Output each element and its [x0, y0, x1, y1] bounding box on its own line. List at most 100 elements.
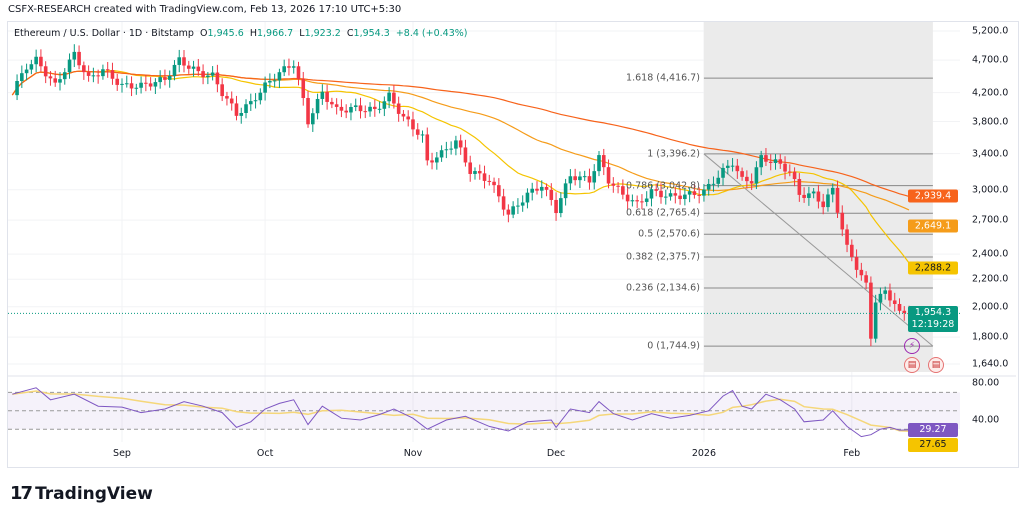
price-axis-label: 2,400.0 — [972, 248, 1009, 260]
price-axis-label: 3,000.0 — [972, 184, 1009, 196]
candle-body — [435, 157, 439, 163]
candle-body — [373, 106, 377, 109]
moving-average-line — [11, 69, 910, 264]
candle-body — [606, 167, 611, 184]
candle-body — [439, 150, 444, 158]
fib-level-label: 0.786 (3,042.8) — [626, 180, 700, 192]
candle-body — [229, 98, 234, 104]
time-axis-label: Sep — [113, 448, 131, 459]
fib-level-label: 1.618 (4,416.7) — [626, 72, 700, 84]
time-axis-label: Nov — [403, 448, 423, 459]
price-axis-label: 3,800.0 — [972, 116, 1009, 127]
price-axis-label: 1,640.0 — [972, 358, 1009, 370]
candle-body — [244, 104, 248, 113]
price-axis-label: 2,700.0 — [972, 214, 1009, 226]
candle-body — [630, 200, 635, 202]
fib-level-label: 0.236 (2,134.6) — [626, 282, 700, 294]
time-axis-label: Feb — [843, 448, 861, 459]
rsi-ma-value-badge: 27.65 — [908, 437, 958, 452]
candle-body — [225, 96, 229, 99]
candle-body — [539, 186, 544, 191]
candle-body — [463, 147, 468, 163]
candle-body — [287, 66, 291, 68]
candle-body — [554, 199, 558, 214]
candle-body — [20, 73, 24, 82]
tradingview-logo[interactable]: 17 TradingView — [10, 483, 153, 504]
low-label: L — [299, 28, 305, 39]
candle-body — [420, 134, 425, 136]
time-axis-label: Dec — [546, 448, 566, 459]
candle-body — [406, 116, 410, 120]
candle-body — [182, 57, 186, 66]
candle-body — [482, 173, 487, 181]
candle-body — [248, 101, 253, 105]
candle-body — [573, 176, 577, 181]
candle-body — [48, 76, 53, 79]
candle-body — [649, 189, 654, 199]
open-label: O — [200, 28, 208, 39]
candle-body — [516, 205, 520, 207]
candle-body — [282, 66, 286, 73]
candle-body — [167, 75, 172, 80]
candle-body — [411, 119, 415, 130]
candle-body — [29, 64, 34, 70]
candle-body — [277, 72, 282, 81]
candle-body — [568, 176, 573, 184]
symbol-name[interactable]: Ethereum / U.S. Dollar · 1D · Bitstamp — [14, 28, 194, 39]
candle-body — [635, 200, 639, 202]
candle-body — [759, 155, 763, 168]
candle-body — [158, 77, 162, 83]
candle-body — [764, 155, 768, 162]
candle-body — [897, 303, 902, 311]
us-flag-event-icon[interactable]: ▤ — [904, 357, 920, 373]
us-flag-event-icon[interactable]: ▤ — [928, 357, 944, 373]
candle-body — [835, 187, 840, 213]
candle-body — [191, 66, 196, 69]
ma-value-badge: 2,649.1 — [908, 219, 958, 233]
candle-body — [644, 198, 649, 202]
candle-body — [177, 57, 182, 65]
candle-body — [34, 56, 38, 65]
candle-body — [826, 194, 830, 208]
candle-body — [120, 83, 124, 85]
candle-body — [268, 81, 272, 83]
candle-body — [745, 176, 749, 182]
candle-body — [454, 140, 458, 149]
candle-body — [53, 78, 58, 83]
candle-body — [888, 290, 892, 301]
lightning-event-icon[interactable]: ⚡ — [904, 338, 920, 354]
candle-body — [72, 51, 77, 60]
candle-body — [315, 98, 320, 114]
candle-body — [811, 191, 816, 194]
candle-body — [873, 302, 878, 339]
candle-body — [134, 87, 139, 89]
candle-body — [15, 81, 19, 96]
fib-level-label: 0.618 (2,765.4) — [626, 207, 700, 219]
candle-body — [272, 80, 277, 82]
candle-body — [325, 91, 329, 102]
candle-body — [124, 83, 129, 85]
candle-body — [559, 198, 563, 214]
candle-body — [477, 171, 482, 174]
candle-body — [864, 275, 868, 283]
candle-body — [163, 77, 167, 80]
candle-body — [91, 75, 96, 77]
time-axis-label: Oct — [256, 448, 274, 459]
candle-body — [58, 79, 62, 83]
candle-body — [39, 56, 43, 67]
candle-body — [320, 91, 325, 99]
candle-body — [444, 149, 449, 151]
candle-body — [878, 293, 883, 303]
candle-body — [368, 106, 372, 112]
candle-body — [783, 163, 787, 172]
fib-level-label: 0 (1,744.9) — [647, 340, 700, 352]
candle-body — [702, 189, 706, 196]
candle-body — [24, 69, 29, 74]
candle-body — [501, 196, 506, 210]
candle-body — [845, 229, 849, 245]
candle-body — [258, 92, 263, 101]
price-axis-label: 4,200.0 — [972, 87, 1009, 99]
candle-body — [234, 103, 239, 116]
candle-body — [802, 194, 806, 198]
